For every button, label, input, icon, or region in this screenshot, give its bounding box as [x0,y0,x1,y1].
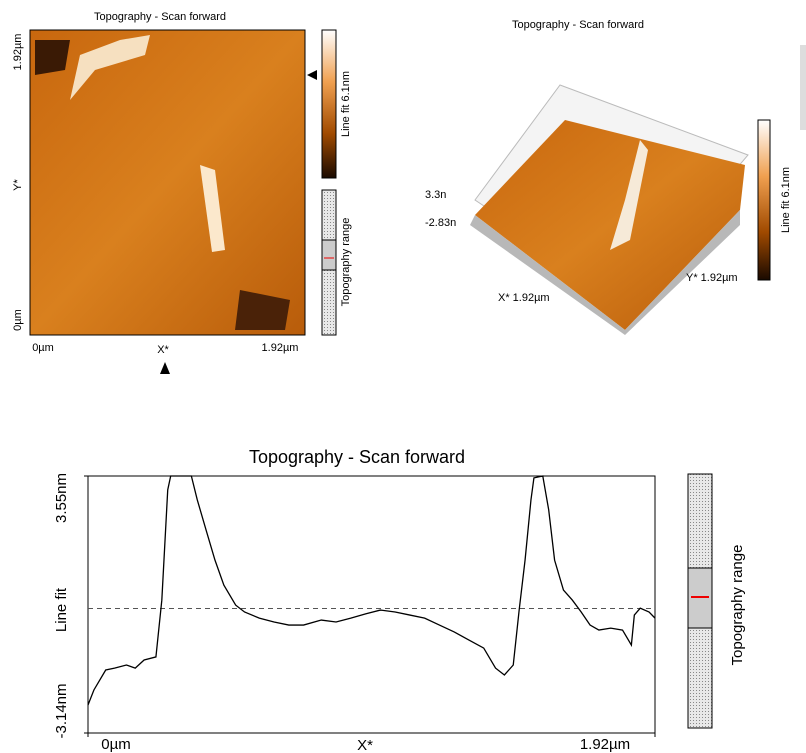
topography-image [29,29,306,336]
profile-line [87,475,656,706]
feature [610,140,648,250]
y-tick-label: 3.55nm [53,473,70,523]
range-label: Topography range [340,218,352,307]
side-tab[interactable] [800,45,806,130]
y-axis-label: Line fit [53,587,70,632]
feature [200,165,225,252]
y-top: 1.92µm [12,34,24,71]
colorbar [321,29,337,179]
colorbar-label: Line fit 6.1nm [780,167,792,233]
title: Topography - Scan forward [94,11,226,23]
x-right: 1.92µm [262,342,299,354]
y-cursor[interactable] [307,70,317,80]
x-label: X* 1.92µm [498,292,550,304]
plot-frame [87,475,656,734]
colorbar [757,119,771,281]
y-bottom: 0µm [12,309,24,331]
title: Topography - Scan forward [512,19,644,31]
image-3d: Topography - Scan forward 3.3n -2.83n X*… [425,19,806,335]
chart-title: Topography - Scan forward [249,447,465,467]
x-tick-label: 1.92µm [580,736,630,753]
range-label: Topography range [729,545,746,666]
x-tick-label: 0µm [101,736,130,753]
colorbar-label: Line fit 6.1nm [340,71,352,137]
x-cursor[interactable] [160,362,170,374]
feature [70,35,150,100]
feature [35,40,70,75]
range-box [321,239,337,271]
x-label: X* [157,344,169,356]
z-top: 3.3n [425,189,446,201]
y-label: Y* [12,178,24,190]
y-label: Y* 1.92µm [686,272,738,284]
surface [475,120,745,330]
x-left: 0µm [32,342,54,354]
x-axis-label: X* [357,737,373,753]
base [470,210,740,335]
y-tick-label: -3.14nm [53,683,70,738]
z-bottom: -2.83n [425,217,456,229]
image-2d: Topography - Scan forward 1.92µm Y* 0µm … [12,11,352,374]
line-profile: Topography - Scan forward Line fit X* To… [53,447,746,753]
feature [235,290,290,330]
